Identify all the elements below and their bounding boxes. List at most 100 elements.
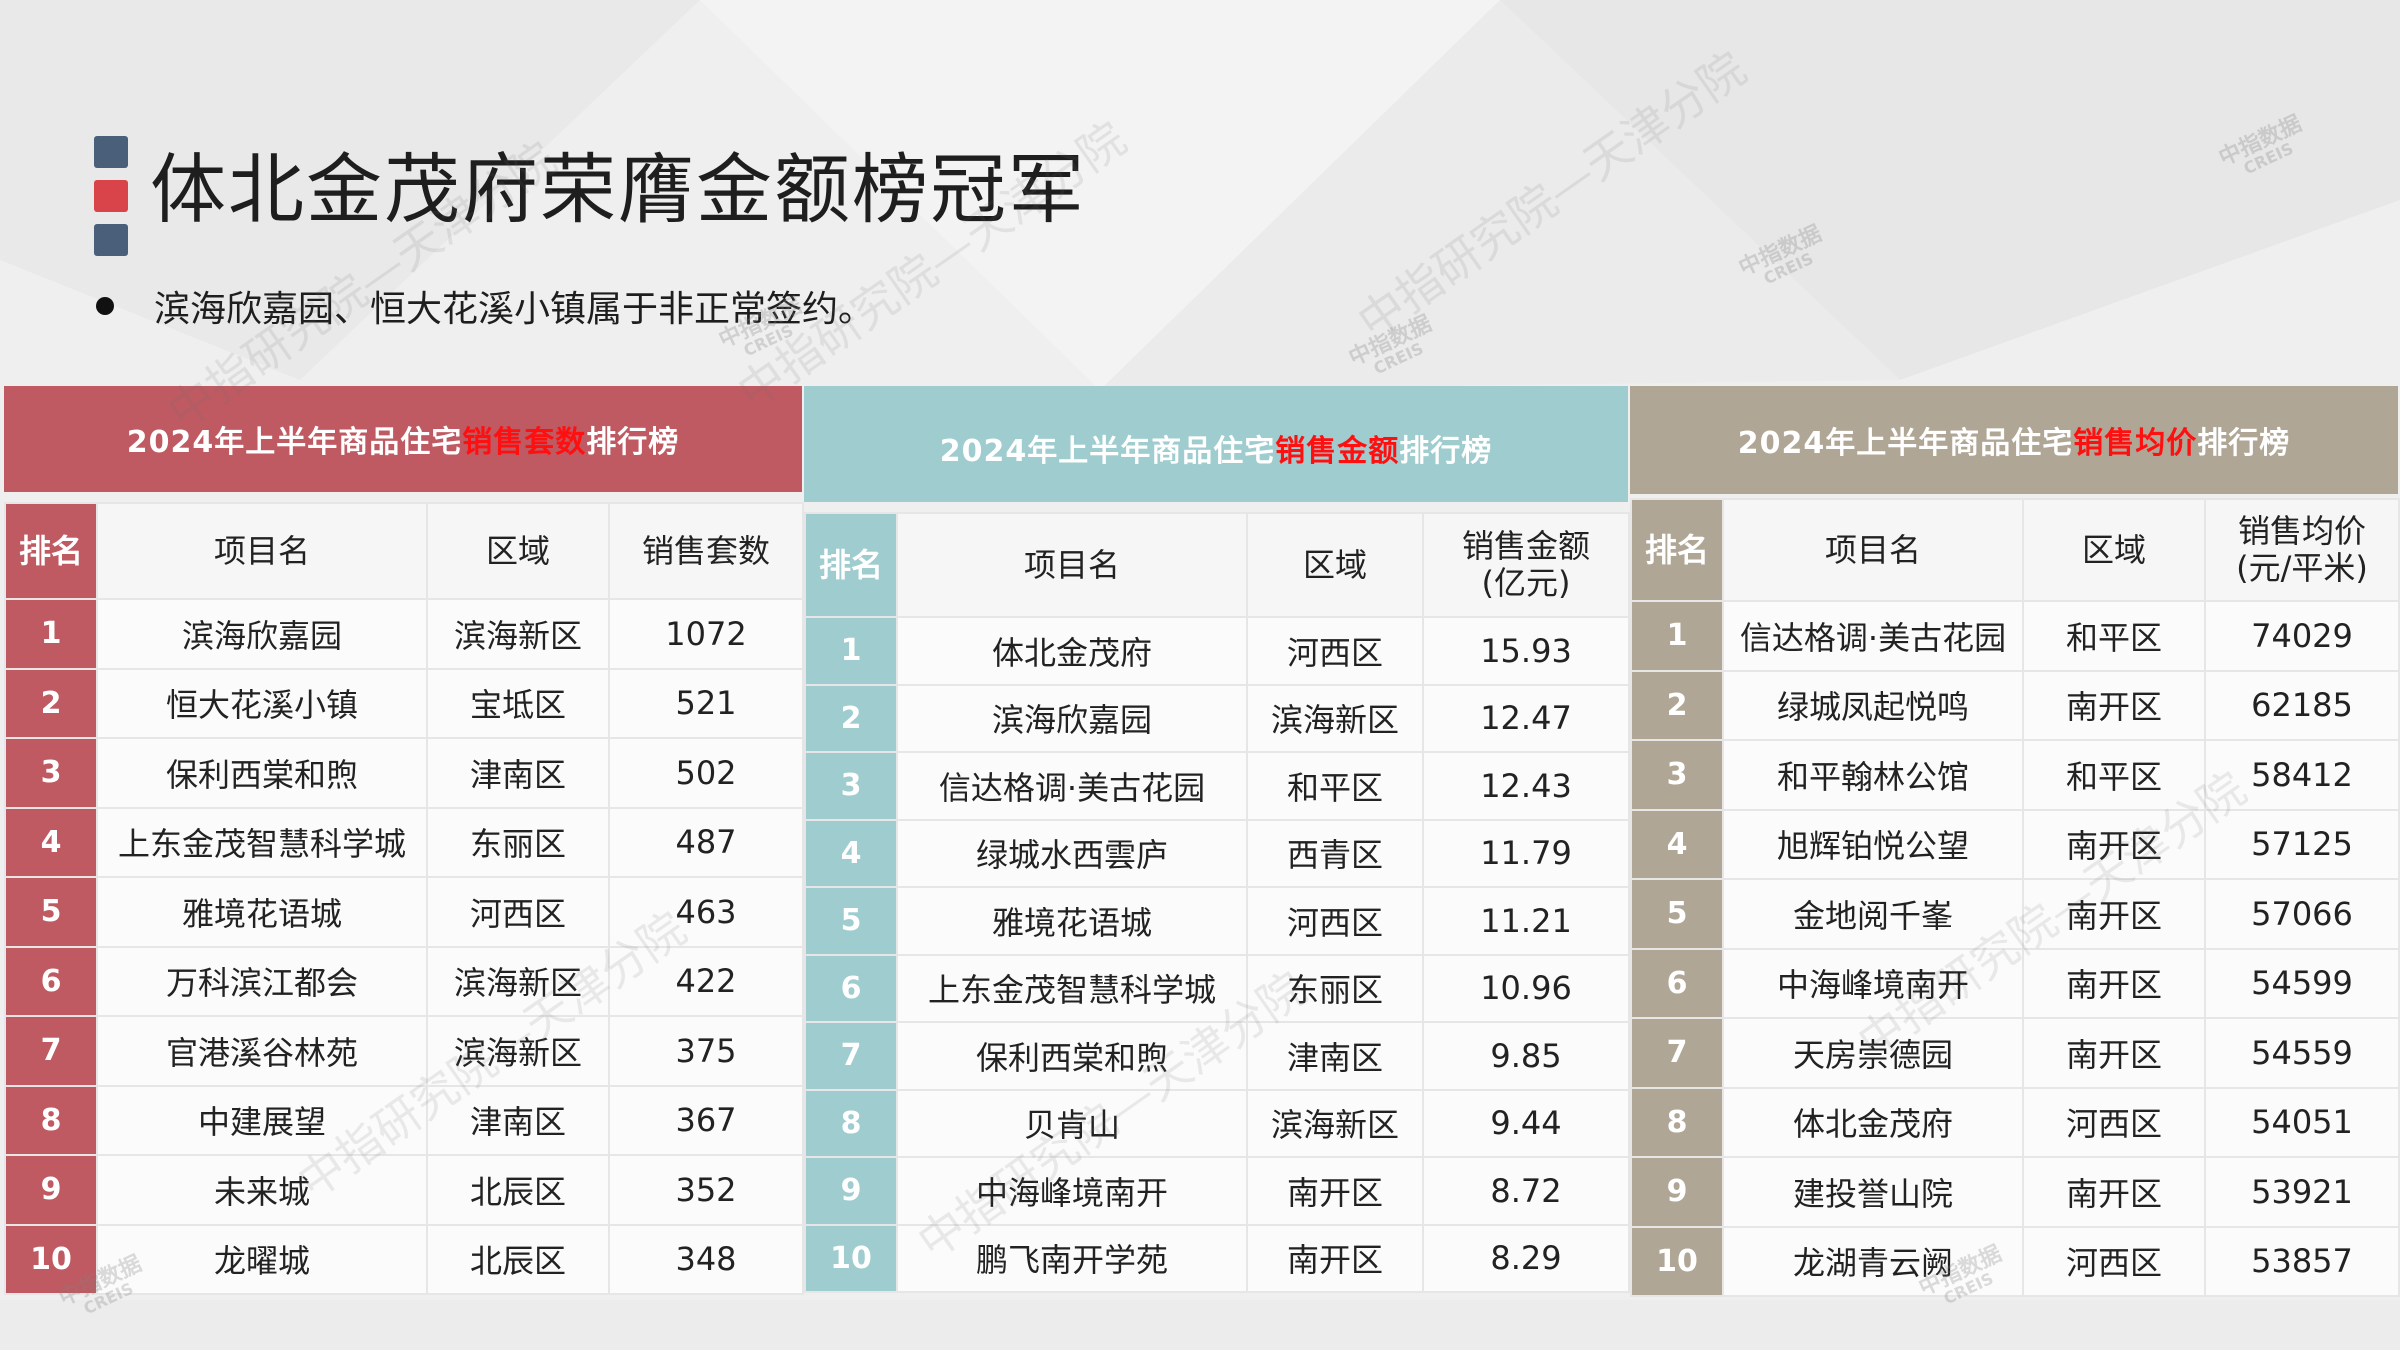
district-cell: 南开区 [2022,878,2206,950]
rank-cell: 8 [804,1088,898,1158]
sales-count-cell: 375 [608,1015,804,1087]
rank-cell: 1 [4,598,98,670]
title-bar-top [94,136,128,168]
average-price-cell: 74029 [2204,600,2400,672]
project-name-cell: 中海峰境南开 [896,1156,1248,1226]
district-cell: 河西区 [1246,886,1424,956]
header-prefix: 2024年上半年商品住宅 [1737,426,2074,461]
sales-amount-cell: 9.44 [1422,1088,1630,1158]
sales-count-ranking-panel: 2024年上半年商品住宅 销售套数 排行榜 排名 项目名 区域 销售套数 1 滨海欣嘉… [4,386,804,1295]
district-cell: 津南区 [1246,1021,1424,1091]
column-header-project: 项目名 [96,502,428,600]
table-row: 2 恒大花溪小镇 宝坻区 521 [4,667,804,739]
district-cell: 南开区 [2022,808,2206,880]
rank-cell: 9 [1630,1156,1724,1228]
district-cell: 滨海新区 [426,945,610,1017]
table-row: 2 滨海欣嘉园 滨海新区 12.47 [804,683,1630,753]
project-name-cell: 贝肯山 [896,1088,1248,1158]
sales-count-cell: 521 [608,667,804,739]
district-cell: 南开区 [2022,1017,2206,1089]
rank-cell: 7 [804,1021,898,1091]
column-header-rank: 排名 [804,512,898,618]
title-bar-bottom [94,224,128,256]
project-name-cell: 绿城凤起悦鸣 [1722,669,2024,741]
sales-count-cell: 502 [608,737,804,809]
rank-cell: 3 [1630,739,1724,811]
district-cell: 南开区 [1246,1223,1424,1293]
average-price-cell: 53921 [2204,1156,2400,1228]
rank-cell: 8 [1630,1086,1724,1158]
table-row: 1 滨海欣嘉园 滨海新区 1072 [4,598,804,670]
bullet-dot-icon [96,297,114,315]
average-price-cell: 57125 [2204,808,2400,880]
project-name-cell: 中海峰境南开 [1722,947,2024,1019]
column-header-sales-amount: 销售金额 (亿元) [1422,512,1630,618]
rank-cell: 9 [804,1156,898,1226]
sales-amount-cell: 12.47 [1422,683,1630,753]
rank-cell: 10 [4,1223,98,1295]
rank-cell: 5 [4,876,98,948]
rank-cell: 3 [4,737,98,809]
average-price-cell: 54051 [2204,1086,2400,1158]
project-name-cell: 保利西棠和煦 [96,737,428,809]
header-suffix: 排行榜 [586,425,680,460]
rank-cell: 6 [1630,947,1724,1019]
sales-amount-panel-header: 2024年上半年商品住宅 销售金额 排行榜 [804,386,1628,502]
district-cell: 滨海新区 [1246,683,1424,753]
project-name-cell: 保利西棠和煦 [896,1021,1248,1091]
table-row: 7 天房崇德园 南开区 54559 [1630,1017,2400,1089]
header-suffix: 排行榜 [1399,434,1493,469]
rank-cell: 6 [804,953,898,1023]
sales-count-panel-header: 2024年上半年商品住宅 销售套数 排行榜 [4,386,802,492]
average-price-cell: 53857 [2204,1225,2400,1297]
rank-cell: 2 [804,683,898,753]
header-highlight: 销售均价 [2073,426,2198,461]
table-row: 10 龙曜城 北辰区 348 [4,1223,804,1295]
sales-count-cell: 1072 [608,598,804,670]
sales-amount-cell: 8.29 [1422,1223,1630,1293]
column-header-average-price: 销售均价 (元/平米) [2204,498,2400,602]
sales-count-cell: 367 [608,1084,804,1156]
district-cell: 北辰区 [426,1154,610,1226]
table-row: 5 雅境花语城 河西区 11.21 [804,886,1630,956]
project-name-cell: 恒大花溪小镇 [96,667,428,739]
sales-amount-table: 排名 项目名 区域 销售金额 (亿元) 1 体北金茂府 河西区 15.93 2 滨海欣嘉园… [804,512,1630,1293]
project-name-cell: 滨海欣嘉园 [896,683,1248,753]
column-header-project: 项目名 [896,512,1248,618]
project-name-cell: 和平翰林公馆 [1722,739,2024,811]
header-highlight: 销售套数 [462,425,587,460]
sales-amount-cell: 8.72 [1422,1156,1630,1226]
column-header-district: 区域 [426,502,610,600]
project-name-cell: 中建展望 [96,1084,428,1156]
rank-cell: 7 [4,1015,98,1087]
rank-cell: 4 [1630,808,1724,880]
table-header-row: 排名 项目名 区域 销售金额 (亿元) [804,512,1630,618]
average-price-panel-header: 2024年上半年商品住宅 销售均价 排行榜 [1630,386,2398,494]
table-row: 3 和平翰林公馆 和平区 58412 [1630,739,2400,811]
table-row: 5 金地阅千峯 南开区 57066 [1630,878,2400,950]
rank-cell: 8 [4,1084,98,1156]
table-header-row: 排名 项目名 区域 销售套数 [4,502,804,600]
average-price-cell: 57066 [2204,878,2400,950]
district-cell: 东丽区 [1246,953,1424,1023]
district-cell: 北辰区 [426,1223,610,1295]
page-title: 体北金茂府荣膺金额榜冠军 [150,145,1086,234]
district-cell: 津南区 [426,737,610,809]
rank-cell: 1 [1630,600,1724,672]
sales-count-cell: 348 [608,1223,804,1295]
table-row: 9 未来城 北辰区 352 [4,1154,804,1226]
sales-amount-ranking-panel: 2024年上半年商品住宅 销售金额 排行榜 排名 项目名 区域 销售金额 (亿元) … [804,386,1630,1294]
average-price-table: 排名 项目名 区域 销售均价 (元/平米) 1 信达格调·美古花园 和平区 74029… [1630,498,2400,1297]
sales-count-cell: 463 [608,876,804,948]
project-name-cell: 信达格调·美古花园 [896,751,1248,821]
table-row: 10 龙湖青云阙 河西区 53857 [1630,1225,2400,1297]
rank-cell: 3 [804,751,898,821]
table-header-row: 排名 项目名 区域 销售均价 (元/平米) [1630,498,2400,602]
table-row: 6 上东金茂智慧科学城 东丽区 10.96 [804,953,1630,1023]
sales-amount-cell: 11.79 [1422,818,1630,888]
rank-cell: 10 [804,1223,898,1293]
project-name-cell: 体北金茂府 [1722,1086,2024,1158]
district-cell: 南开区 [2022,947,2206,1019]
header-suffix: 排行榜 [2197,426,2291,461]
